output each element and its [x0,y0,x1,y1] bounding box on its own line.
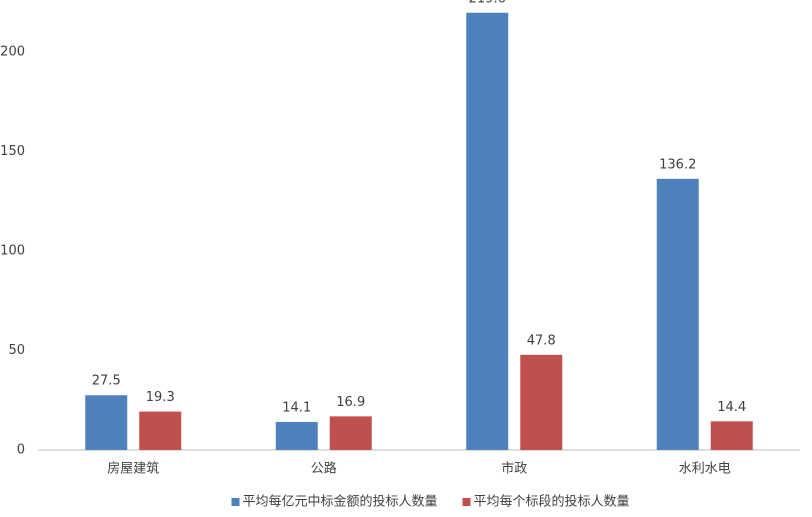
legend-label: 平均每个标段的投标人数量 [474,494,630,510]
x-tick-label: 房屋建筑 [107,461,159,477]
legend-swatch [231,498,240,506]
x-tick-label: 水利水电 [679,462,731,477]
y-tick-label: 200 [0,44,25,59]
value-label: 219.6 [469,0,506,6]
x-tick-label: 市政 [501,461,527,477]
value-label: 14.1 [282,400,311,415]
legend-label: 平均每亿元中标金额的投标人数量 [243,494,438,510]
value-label: 47.8 [527,333,556,348]
value-label: 27.5 [92,374,121,389]
y-tick-label: 100 [0,243,25,258]
y-tick-label: 0 [17,443,25,458]
x-tick-label: 公路 [311,461,337,477]
value-label: 14.4 [717,400,746,415]
bar [466,12,509,450]
value-label: 19.3 [146,390,175,405]
value-label: 136.2 [659,157,696,172]
y-tick-label: 150 [0,144,25,159]
y-tick-label: 50 [8,343,25,358]
bar [710,421,753,450]
bar [329,416,372,450]
bar [139,411,182,450]
value-label: 16.9 [336,395,365,410]
legend-swatch [462,498,471,506]
bar [520,354,563,450]
bar [275,421,318,450]
bar [656,178,699,450]
bar [85,395,128,450]
